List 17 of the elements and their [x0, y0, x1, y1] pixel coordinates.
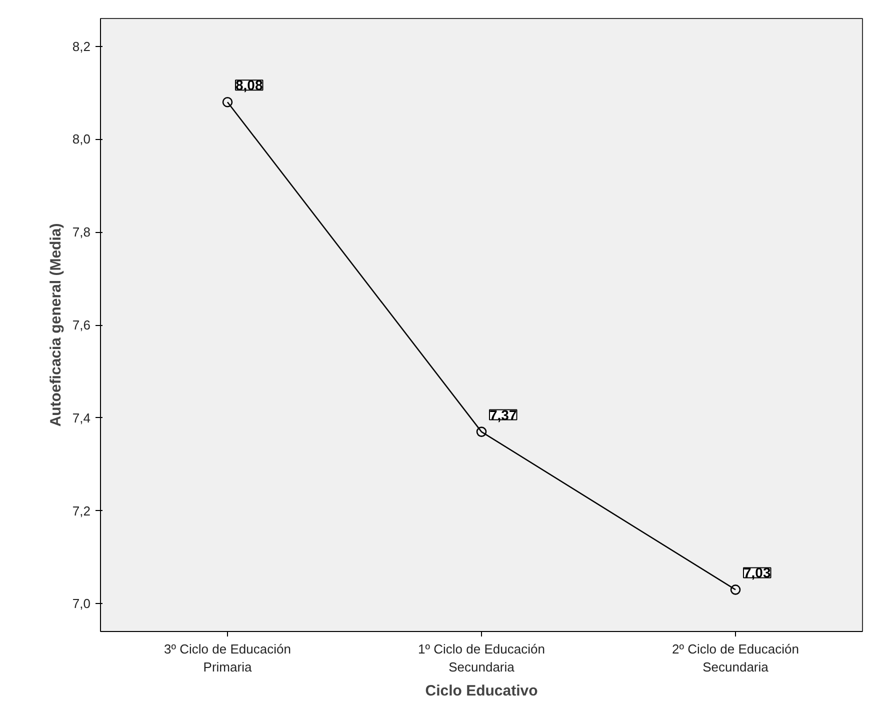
point	[730, 584, 741, 595]
y-tick-label: 7,0	[72, 596, 91, 612]
x-tick-label: 2º Ciclo de Educación Secundaria	[672, 642, 799, 674]
x-tick-label: 1º Ciclo de Educación Secundaria	[418, 642, 545, 674]
y-tick-label: 8,0	[72, 132, 91, 147]
text: 7,03	[744, 564, 771, 581]
y-tick-label: 7,2	[72, 503, 91, 518]
y-axis-title: Autoeficacia general (Media)	[47, 223, 64, 427]
y-tick-label: 7,6	[72, 318, 91, 332]
y-tick-label: 7,8	[72, 224, 91, 240]
y-tick-label: 8,2	[72, 38, 91, 54]
x-tick-label: 3º Ciclo de Educación Primaria	[164, 642, 291, 674]
text: 8,08	[236, 77, 263, 94]
point	[476, 426, 487, 437]
x-axis-title: Ciclo Educativo	[425, 682, 538, 700]
y-tick-label: 7,4	[72, 410, 91, 426]
point	[222, 96, 233, 108]
